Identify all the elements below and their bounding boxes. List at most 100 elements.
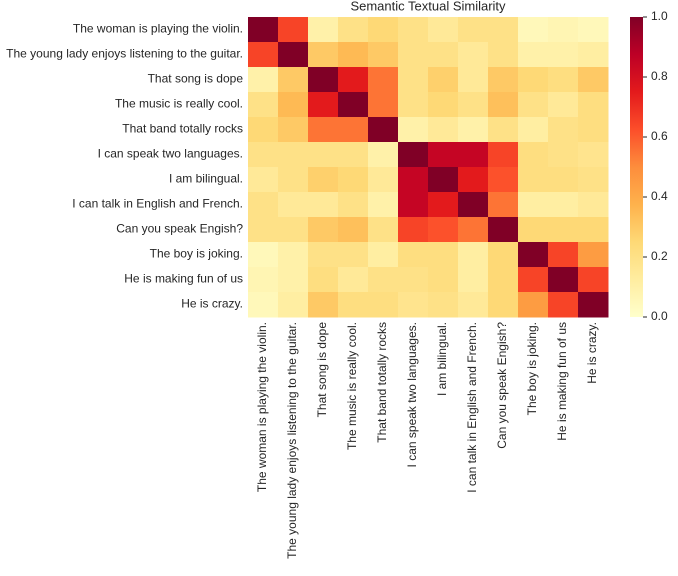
heatmap-cell bbox=[368, 67, 399, 93]
heatmap-cell bbox=[308, 217, 339, 243]
heatmap-cell bbox=[578, 192, 609, 218]
heatmap-cell bbox=[248, 42, 279, 68]
heatmap-cell bbox=[578, 142, 609, 168]
heatmap-cell bbox=[488, 217, 519, 243]
heatmap-cell bbox=[578, 42, 609, 68]
heatmap-cell bbox=[398, 67, 429, 93]
heatmap-cell bbox=[338, 117, 369, 143]
heatmap-cell bbox=[338, 17, 369, 43]
heatmap-cell bbox=[398, 217, 429, 243]
x-tick-label: The young lady enjoys listening to the g… bbox=[285, 322, 299, 559]
heatmap-cell bbox=[278, 267, 309, 293]
heatmap-cell bbox=[428, 17, 459, 43]
heatmap-cell bbox=[578, 242, 609, 268]
heatmap-cell bbox=[248, 142, 279, 168]
heatmap-cell bbox=[458, 67, 489, 93]
heatmap-cell bbox=[518, 92, 549, 118]
heatmap-cell bbox=[428, 142, 459, 168]
colorbar bbox=[630, 17, 643, 317]
heatmap-cell bbox=[488, 292, 519, 318]
heatmap-cell bbox=[398, 292, 429, 318]
heatmap-cell bbox=[368, 267, 399, 293]
heatmap-cell bbox=[338, 142, 369, 168]
heatmap-cell bbox=[548, 142, 579, 168]
heatmap-cell bbox=[488, 142, 519, 168]
heatmap-cell bbox=[338, 67, 369, 93]
heatmap-cell bbox=[548, 242, 579, 268]
x-tick-label: That band totally rocks bbox=[375, 322, 389, 443]
heatmap-cell bbox=[578, 17, 609, 43]
heatmap-cell bbox=[428, 42, 459, 68]
colorbar-tick-label: 0.2 bbox=[651, 249, 668, 263]
heatmap-cell bbox=[368, 17, 399, 43]
heatmap-cell bbox=[278, 167, 309, 193]
heatmap-cell bbox=[428, 242, 459, 268]
heatmap-cell bbox=[518, 142, 549, 168]
chart-title: Semantic Textual Similarity bbox=[350, 0, 506, 13]
heatmap-cell bbox=[398, 117, 429, 143]
heatmap-cell bbox=[488, 42, 519, 68]
heatmap-cell bbox=[428, 67, 459, 93]
heatmap-cell bbox=[548, 192, 579, 218]
heatmap-cell bbox=[458, 192, 489, 218]
y-tick-label: He is making fun of us bbox=[124, 272, 243, 286]
x-tick-label: He is making fun of us bbox=[555, 322, 569, 441]
heatmap-cell bbox=[248, 117, 279, 143]
heatmap-cell bbox=[248, 92, 279, 118]
heatmap-cell bbox=[308, 92, 339, 118]
heatmap-cell bbox=[458, 267, 489, 293]
heatmap-cell bbox=[308, 42, 339, 68]
heatmap-cell bbox=[458, 42, 489, 68]
heatmap-cell bbox=[518, 42, 549, 68]
x-tick-label: I can talk in English and French. bbox=[465, 322, 479, 493]
heatmap-cell bbox=[578, 267, 609, 293]
heatmap-cell bbox=[248, 17, 279, 43]
heatmap-cell bbox=[398, 42, 429, 68]
heatmap-cell bbox=[488, 17, 519, 43]
heatmap-cell bbox=[248, 167, 279, 193]
heatmap-cell bbox=[338, 217, 369, 243]
heatmap-cell bbox=[458, 142, 489, 168]
heatmap-cell bbox=[578, 67, 609, 93]
heatmap-cell bbox=[368, 117, 399, 143]
heatmap-cell bbox=[398, 192, 429, 218]
x-tick-label: I am bilingual. bbox=[435, 322, 449, 396]
heatmap-cell bbox=[428, 167, 459, 193]
heatmap-cell bbox=[308, 192, 339, 218]
heatmap-cell bbox=[428, 267, 459, 293]
heatmap-cell bbox=[338, 267, 369, 293]
heatmap-cell bbox=[578, 167, 609, 193]
heatmap-cell bbox=[248, 292, 279, 318]
heatmap-cell bbox=[278, 17, 309, 43]
heatmap-cell bbox=[518, 292, 549, 318]
heatmap-cell bbox=[278, 217, 309, 243]
heatmap-cell bbox=[518, 17, 549, 43]
y-tick-label: I can talk in English and French. bbox=[72, 197, 243, 211]
y-tick-label: That band totally rocks bbox=[122, 122, 243, 136]
heatmap-cell bbox=[518, 67, 549, 93]
heatmap-cell bbox=[368, 292, 399, 318]
heatmap-cell bbox=[398, 142, 429, 168]
heatmap-cell bbox=[398, 92, 429, 118]
heatmap-cell bbox=[398, 17, 429, 43]
heatmap-cell bbox=[308, 117, 339, 143]
y-tick-label: Can you speak Engish? bbox=[116, 222, 243, 236]
heatmap-cell bbox=[248, 242, 279, 268]
x-tick-label: Can you speak Engish? bbox=[495, 322, 509, 449]
heatmap-cell bbox=[248, 267, 279, 293]
heatmap-cell bbox=[278, 92, 309, 118]
heatmap-cell bbox=[308, 67, 339, 93]
heatmap-cell bbox=[458, 92, 489, 118]
heatmap-cell bbox=[248, 192, 279, 218]
y-tick-label: The boy is joking. bbox=[150, 247, 243, 261]
heatmap-cell bbox=[248, 217, 279, 243]
y-tick-label: The woman is playing the violin. bbox=[73, 22, 243, 36]
colorbar-tick-label: 1.0 bbox=[651, 9, 668, 23]
heatmap-cell bbox=[458, 17, 489, 43]
heatmap-cell bbox=[458, 242, 489, 268]
heatmap-cell bbox=[368, 142, 399, 168]
y-tick-label: That song is dope bbox=[148, 72, 244, 86]
heatmap-cell bbox=[278, 117, 309, 143]
heatmap-cell bbox=[338, 167, 369, 193]
heatmap-cell bbox=[458, 167, 489, 193]
